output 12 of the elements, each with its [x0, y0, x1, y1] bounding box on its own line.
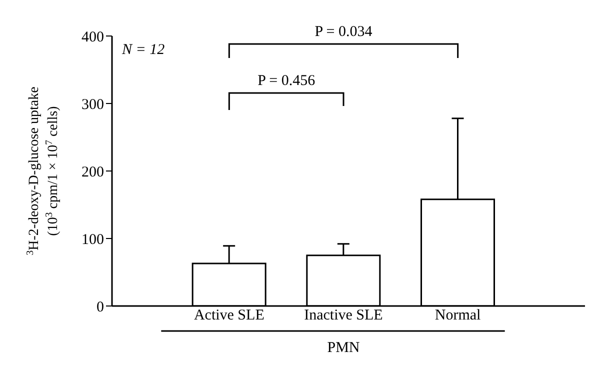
y-tick-label: 400 — [82, 29, 104, 46]
y-tick-label: 0 — [96, 299, 104, 316]
annotation: P = 0.034 — [314, 24, 373, 40]
y-tick-label: 300 — [82, 96, 104, 113]
x-tick-label: Normal — [434, 308, 481, 324]
x-tick-label: Inactive SLE — [304, 308, 383, 324]
x-axis-title: PMN — [327, 340, 360, 356]
annotation: P = 0.456 — [258, 73, 316, 89]
y-tick-label: 200 — [82, 164, 104, 180]
y-tick-label: 100 — [82, 232, 104, 248]
text: N = 12 — [121, 42, 166, 58]
x-tick-label: Active SLE — [194, 308, 264, 324]
